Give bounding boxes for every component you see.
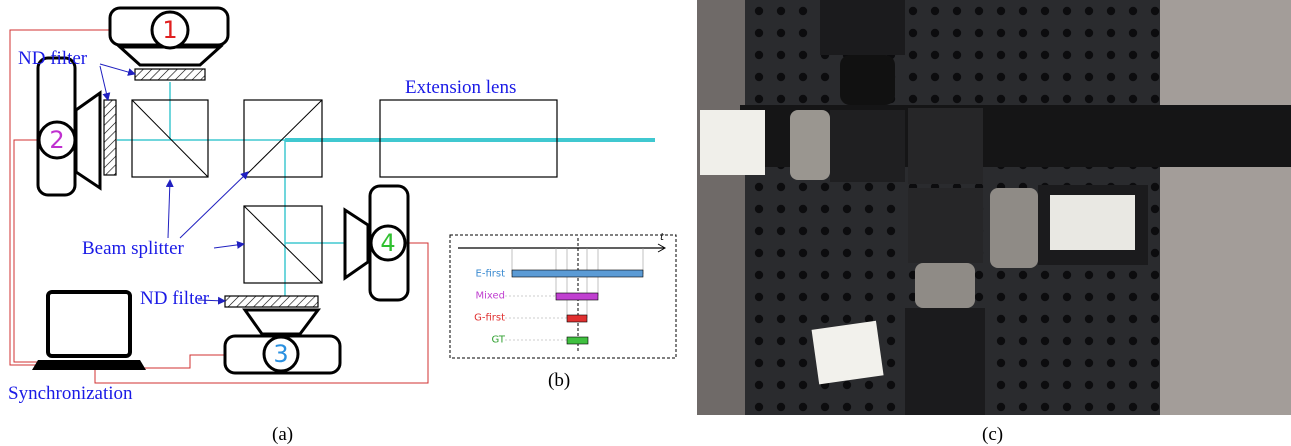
camera-number: 4	[380, 229, 395, 257]
shape-line	[214, 244, 244, 248]
caption: (c)	[982, 424, 1003, 445]
label: Synchronization	[8, 383, 133, 404]
shape-rect	[1160, 0, 1291, 415]
page: Setup figure body { margin: 0; backgroun…	[0, 0, 1291, 446]
shape-line	[180, 172, 248, 238]
label: Beam splitter	[82, 238, 185, 259]
shape-rect	[908, 188, 983, 263]
label: Extension lens	[405, 77, 516, 98]
shape-rect	[556, 293, 598, 300]
shape-rect	[567, 315, 587, 322]
row-label: GT	[491, 335, 505, 346]
nd-filter	[225, 296, 318, 307]
shape-rect	[1050, 195, 1135, 250]
figure: 1 2 3 4 ND filter E	[0, 0, 1291, 446]
shape-line	[244, 206, 322, 283]
row-label: Mixed	[475, 291, 505, 302]
shape-path	[32, 360, 146, 370]
photo	[697, 0, 1291, 415]
timing-inset: t E-first Mixed G-first GT	[450, 232, 676, 358]
camera-number: 2	[49, 126, 64, 154]
shape-path	[345, 210, 368, 278]
shape-line	[100, 64, 135, 74]
label: ND filter	[140, 288, 210, 309]
shape-rect	[812, 321, 884, 385]
camera-4: 4	[345, 186, 408, 300]
row-label: E-first	[476, 269, 506, 280]
shape-rect	[820, 0, 905, 55]
nd-filter	[135, 69, 205, 80]
laptop	[32, 292, 146, 370]
shape-rect	[512, 270, 643, 277]
shape-line	[168, 180, 170, 238]
camera-3: 3	[225, 296, 340, 373]
shape-rect	[830, 110, 905, 182]
shape-rect	[840, 55, 895, 105]
row-label: G-first	[474, 313, 505, 324]
shape-rect	[567, 337, 588, 344]
camera-2: 2	[38, 58, 116, 195]
shape-path	[245, 310, 318, 334]
body: {"panel_a": {"cameras": ["1", "2", "3", …	[0, 0, 1291, 446]
shape-rect	[908, 108, 983, 184]
nd-filter	[104, 100, 116, 175]
shape-path	[120, 47, 220, 65]
shape-rect	[915, 263, 975, 308]
label: ND filter	[18, 48, 88, 69]
caption: (a)	[272, 424, 293, 445]
camera-1: 1	[110, 8, 228, 80]
shape-path	[76, 93, 100, 188]
shape-polyline	[140, 355, 225, 368]
shape-rect	[905, 308, 985, 415]
caption: (b)	[548, 370, 570, 391]
camera-number: 1	[162, 16, 177, 44]
axis-label: t	[660, 232, 665, 243]
shape-rect	[697, 0, 745, 415]
camera-number: 3	[273, 340, 288, 368]
shape-rect	[990, 188, 1038, 268]
shape-rect	[790, 110, 830, 180]
shape-rect	[700, 110, 765, 175]
shape-rect	[48, 292, 130, 356]
